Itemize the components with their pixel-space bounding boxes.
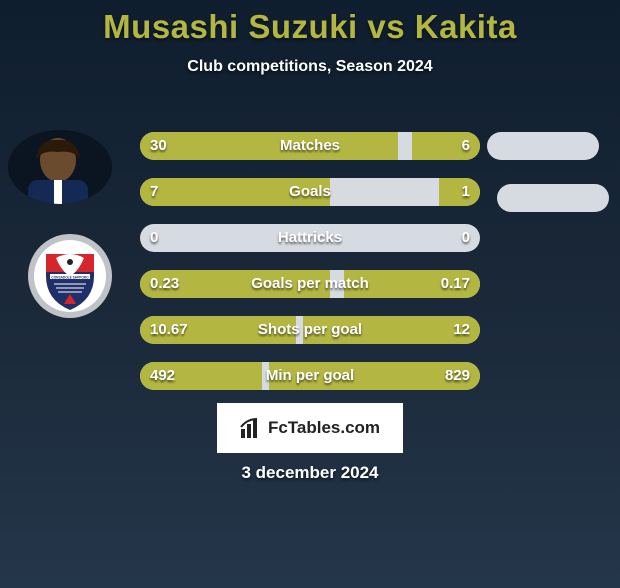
page-title: Musashi Suzuki vs Kakita [0,8,620,46]
stat-row: 71Goals [140,178,480,206]
stat-label: Shots per goal [140,316,480,344]
stat-label: Hattricks [140,224,480,252]
page-subtitle: Club competitions, Season 2024 [0,58,620,76]
watermark-text: FcTables.com [268,418,380,438]
stat-row: 00Hattricks [140,224,480,252]
stat-row: 306Matches [140,132,480,160]
player-avatar [8,130,112,204]
badge-icon: CONSADOLE SAPPORO [20,232,120,320]
watermark: FcTables.com [217,403,403,453]
stat-label: Min per goal [140,362,480,390]
stat-row: 492829Min per goal [140,362,480,390]
club-badge: CONSADOLE SAPPORO [20,232,120,320]
stat-row: 10.6712Shots per goal [140,316,480,344]
stat-label: Matches [140,132,480,160]
side-pill [497,184,609,212]
stat-label: Goals [140,178,480,206]
date-label: 3 december 2024 [0,463,620,483]
chart-icon [240,417,262,439]
stat-row: 0.230.17Goals per match [140,270,480,298]
stat-label: Goals per match [140,270,480,298]
svg-text:CONSADOLE SAPPORO: CONSADOLE SAPPORO [51,276,89,280]
avatar-icon [8,130,112,204]
stat-rows: 306Matches 71Goals 00Hattricks 0.230.17Goal… [140,132,480,408]
side-pill [487,132,599,160]
